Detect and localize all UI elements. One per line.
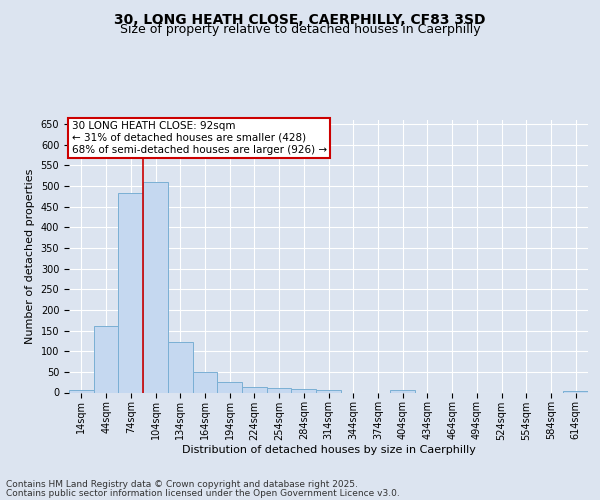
Bar	[143, 182, 168, 392]
Bar	[267, 388, 292, 392]
Text: 30 LONG HEATH CLOSE: 92sqm
← 31% of detached houses are smaller (428)
68% of sem: 30 LONG HEATH CLOSE: 92sqm ← 31% of deta…	[71, 122, 327, 154]
X-axis label: Distribution of detached houses by size in Caerphilly: Distribution of detached houses by size …	[182, 445, 475, 455]
Bar	[217, 382, 242, 392]
Bar	[390, 390, 415, 392]
Bar	[292, 389, 316, 392]
Y-axis label: Number of detached properties: Number of detached properties	[25, 168, 35, 344]
Bar	[118, 193, 143, 392]
Text: Contains public sector information licensed under the Open Government Licence v3: Contains public sector information licen…	[6, 488, 400, 498]
Bar	[94, 326, 118, 392]
Bar	[193, 372, 217, 392]
Text: Size of property relative to detached houses in Caerphilly: Size of property relative to detached ho…	[119, 24, 481, 36]
Text: Contains HM Land Registry data © Crown copyright and database right 2025.: Contains HM Land Registry data © Crown c…	[6, 480, 358, 489]
Bar	[316, 390, 341, 392]
Text: 30, LONG HEATH CLOSE, CAERPHILLY, CF83 3SD: 30, LONG HEATH CLOSE, CAERPHILLY, CF83 3…	[114, 12, 486, 26]
Bar	[242, 387, 267, 392]
Bar	[69, 390, 94, 392]
Bar	[168, 342, 193, 392]
